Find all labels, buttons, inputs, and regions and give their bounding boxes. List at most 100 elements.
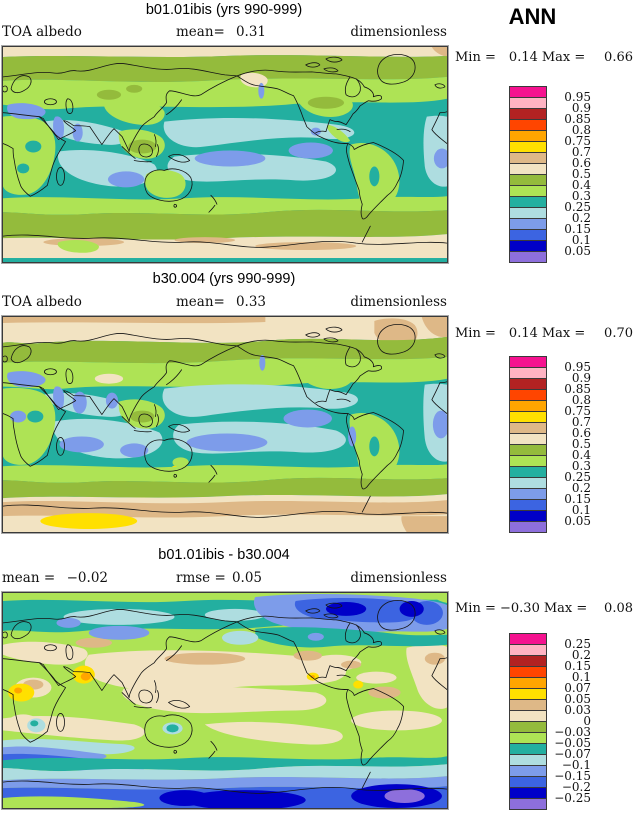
panel1-stats-row: TOA albedo mean= 0.31 dimensionless <box>0 24 633 41</box>
legend-tick-label: 0.05 <box>564 244 591 258</box>
panel2-max-label: Max = <box>541 326 590 341</box>
panel2-colorbar: 0.95 0.9 0.85 0.8 0.75 0.7 0.6 0.5 0.4 0.3 0.25 0.2… <box>509 356 629 534</box>
legend-tick-label: −0.25 <box>554 791 591 805</box>
legend-tick-label: 0.2 <box>571 481 591 495</box>
legend-tick-label: 0.75 <box>564 134 591 148</box>
legend-tick-label: 0.1 <box>571 233 591 247</box>
panel1-minmax: Min = 0.14 Max = 0.66 <box>455 50 633 65</box>
panel3-units-label: dimensionless <box>350 570 447 586</box>
legend-tick-label: 0.95 <box>564 360 591 374</box>
legend-tick-label: 0.15 <box>564 659 591 673</box>
panel2-mean-label: mean= <box>176 294 225 310</box>
legend-tick-label: −0.05 <box>554 736 591 750</box>
panel3-title: b01.01ibis - b30.004 <box>158 547 290 563</box>
legend-tick-label: 0.4 <box>571 448 591 462</box>
panel2-variable-label: TOA albedo <box>2 294 82 310</box>
legend-tick-label: 0.75 <box>564 404 591 418</box>
panel1-colorbar-swatches <box>509 86 547 263</box>
legend-tick-label: 0.25 <box>564 200 591 214</box>
legend-tick-label: 0.3 <box>571 189 591 203</box>
panel1-colorbar-labels: 0.95 0.9 0.85 0.8 0.75 0.7 0.6 0.5 0.4 0.3 0.25 0.2… <box>549 86 591 264</box>
panel1-title: b01.01ibis (yrs 990-999) <box>145 2 303 18</box>
legend-tick-label: 0.2 <box>571 648 591 662</box>
panel1-max-label: Max = <box>541 50 590 65</box>
legend-swatch <box>509 251 547 263</box>
panel3-max-value: 0.08 <box>604 601 633 616</box>
legend-tick-label: 0.25 <box>564 637 591 651</box>
panel2-units-label: dimensionless <box>350 294 447 310</box>
legend-tick-label: 0.15 <box>564 492 591 506</box>
panel3-colorbar-labels: 0.25 0.2 0.15 0.1 0.07 0.05 0.03 0 −0.03 −0.05 −0.… <box>549 633 591 811</box>
legend-tick-label: 0.2 <box>571 211 591 225</box>
panel3-stats-row: mean = −0.02 rmse = 0.05 dimensionless <box>0 570 633 587</box>
panel3-map <box>2 592 448 809</box>
panel2-colorbar-labels: 0.95 0.9 0.85 0.8 0.75 0.7 0.6 0.5 0.4 0.3 0.25 0.2… <box>549 356 591 534</box>
legend-swatch <box>509 798 547 810</box>
legend-tick-label: 0.5 <box>571 167 591 181</box>
panel3-rmse-value: 0.05 <box>231 570 262 586</box>
panel1-variable-label: TOA albedo <box>2 24 82 40</box>
panel2-min-label: Min = <box>455 326 500 341</box>
legend-tick-label: −0.07 <box>554 747 591 761</box>
panel2-map-svg <box>3 317 447 532</box>
legend-tick-label: −0.15 <box>554 769 591 783</box>
panel2-colorbar-swatches <box>509 356 547 533</box>
legend-tick-label: 0.03 <box>564 703 591 717</box>
panel1-map <box>2 46 448 263</box>
panel3-mean-value: −0.02 <box>66 570 108 586</box>
legend-tick-label: 0.1 <box>571 503 591 517</box>
legend-tick-label: 0.4 <box>571 178 591 192</box>
legend-tick-label: 0.6 <box>571 156 591 170</box>
legend-tick-label: 0.8 <box>571 123 591 137</box>
legend-tick-label: 0.6 <box>571 426 591 440</box>
panel1-field <box>3 47 447 262</box>
panel1-max-value: 0.66 <box>604 50 633 65</box>
legend-tick-label: 0.85 <box>564 382 591 396</box>
legend-tick-label: 0.8 <box>571 393 591 407</box>
panel1-units-label: dimensionless <box>350 24 447 40</box>
legend-tick-label: −0.1 <box>561 758 591 772</box>
panel1-min-label: Min = <box>455 50 500 65</box>
legend-tick-label: 0.9 <box>571 371 591 385</box>
legend-tick-label: 0.95 <box>564 90 591 104</box>
legend-tick-label: 0.1 <box>571 670 591 684</box>
panel3-colorbar: 0.25 0.2 0.15 0.1 0.07 0.05 0.03 0 −0.03 −0.05 −0.… <box>509 633 629 811</box>
panel3-max-label: Max = <box>543 601 592 616</box>
panel2-max-value: 0.70 <box>604 326 633 341</box>
panel3-rmse-label: rmse = <box>176 570 231 586</box>
panel1-colorbar: 0.95 0.9 0.85 0.8 0.75 0.7 0.6 0.5 0.4 0.3 0.25 0.2… <box>509 86 629 264</box>
panel2-title: b30.004 (yrs 990-999) <box>152 271 296 287</box>
panel2-map <box>2 316 448 533</box>
legend-tick-label: 0.3 <box>571 459 591 473</box>
legend-tick-label: 0.15 <box>564 222 591 236</box>
panel3-minmax: Min = −0.30 Max = 0.08 <box>455 601 633 616</box>
season-label: ANN <box>508 4 557 29</box>
panel1-min-value: 0.14 <box>508 50 538 65</box>
legend-tick-label: 0.7 <box>571 415 591 429</box>
legend-tick-label: 0.9 <box>571 101 591 115</box>
legend-tick-label: 0.5 <box>571 437 591 451</box>
panel3-colorbar-swatches <box>509 633 547 810</box>
legend-tick-label: −0.03 <box>554 725 591 739</box>
panel1-mean-label: mean= <box>176 24 225 40</box>
legend-tick-label: 0.25 <box>564 470 591 484</box>
panel2-min-value: 0.14 <box>508 326 538 341</box>
panel3-min-value: −0.30 <box>500 601 540 616</box>
panel2-stats-row: TOA albedo mean= 0.33 dimensionless <box>0 294 633 311</box>
legend-tick-label: 0 <box>583 714 591 728</box>
legend-swatch <box>509 521 547 533</box>
panel3-map-svg <box>3 593 447 808</box>
panel3-min-label: Min = <box>455 601 500 616</box>
panel2-minmax: Min = 0.14 Max = 0.70 <box>455 326 633 341</box>
panel1-map-svg <box>3 47 447 262</box>
panel2-mean-value: 0.33 <box>235 294 266 310</box>
panel2-field <box>3 317 447 532</box>
panel1-mean-value: 0.31 <box>235 24 266 40</box>
legend-tick-label: 0.05 <box>564 692 591 706</box>
legend-tick-label: 0.07 <box>564 681 591 695</box>
legend-tick-label: −0.2 <box>561 780 591 794</box>
panel3-mean-label: mean = <box>2 570 60 586</box>
legend-tick-label: 0.05 <box>564 514 591 528</box>
legend-tick-label: 0.85 <box>564 112 591 126</box>
